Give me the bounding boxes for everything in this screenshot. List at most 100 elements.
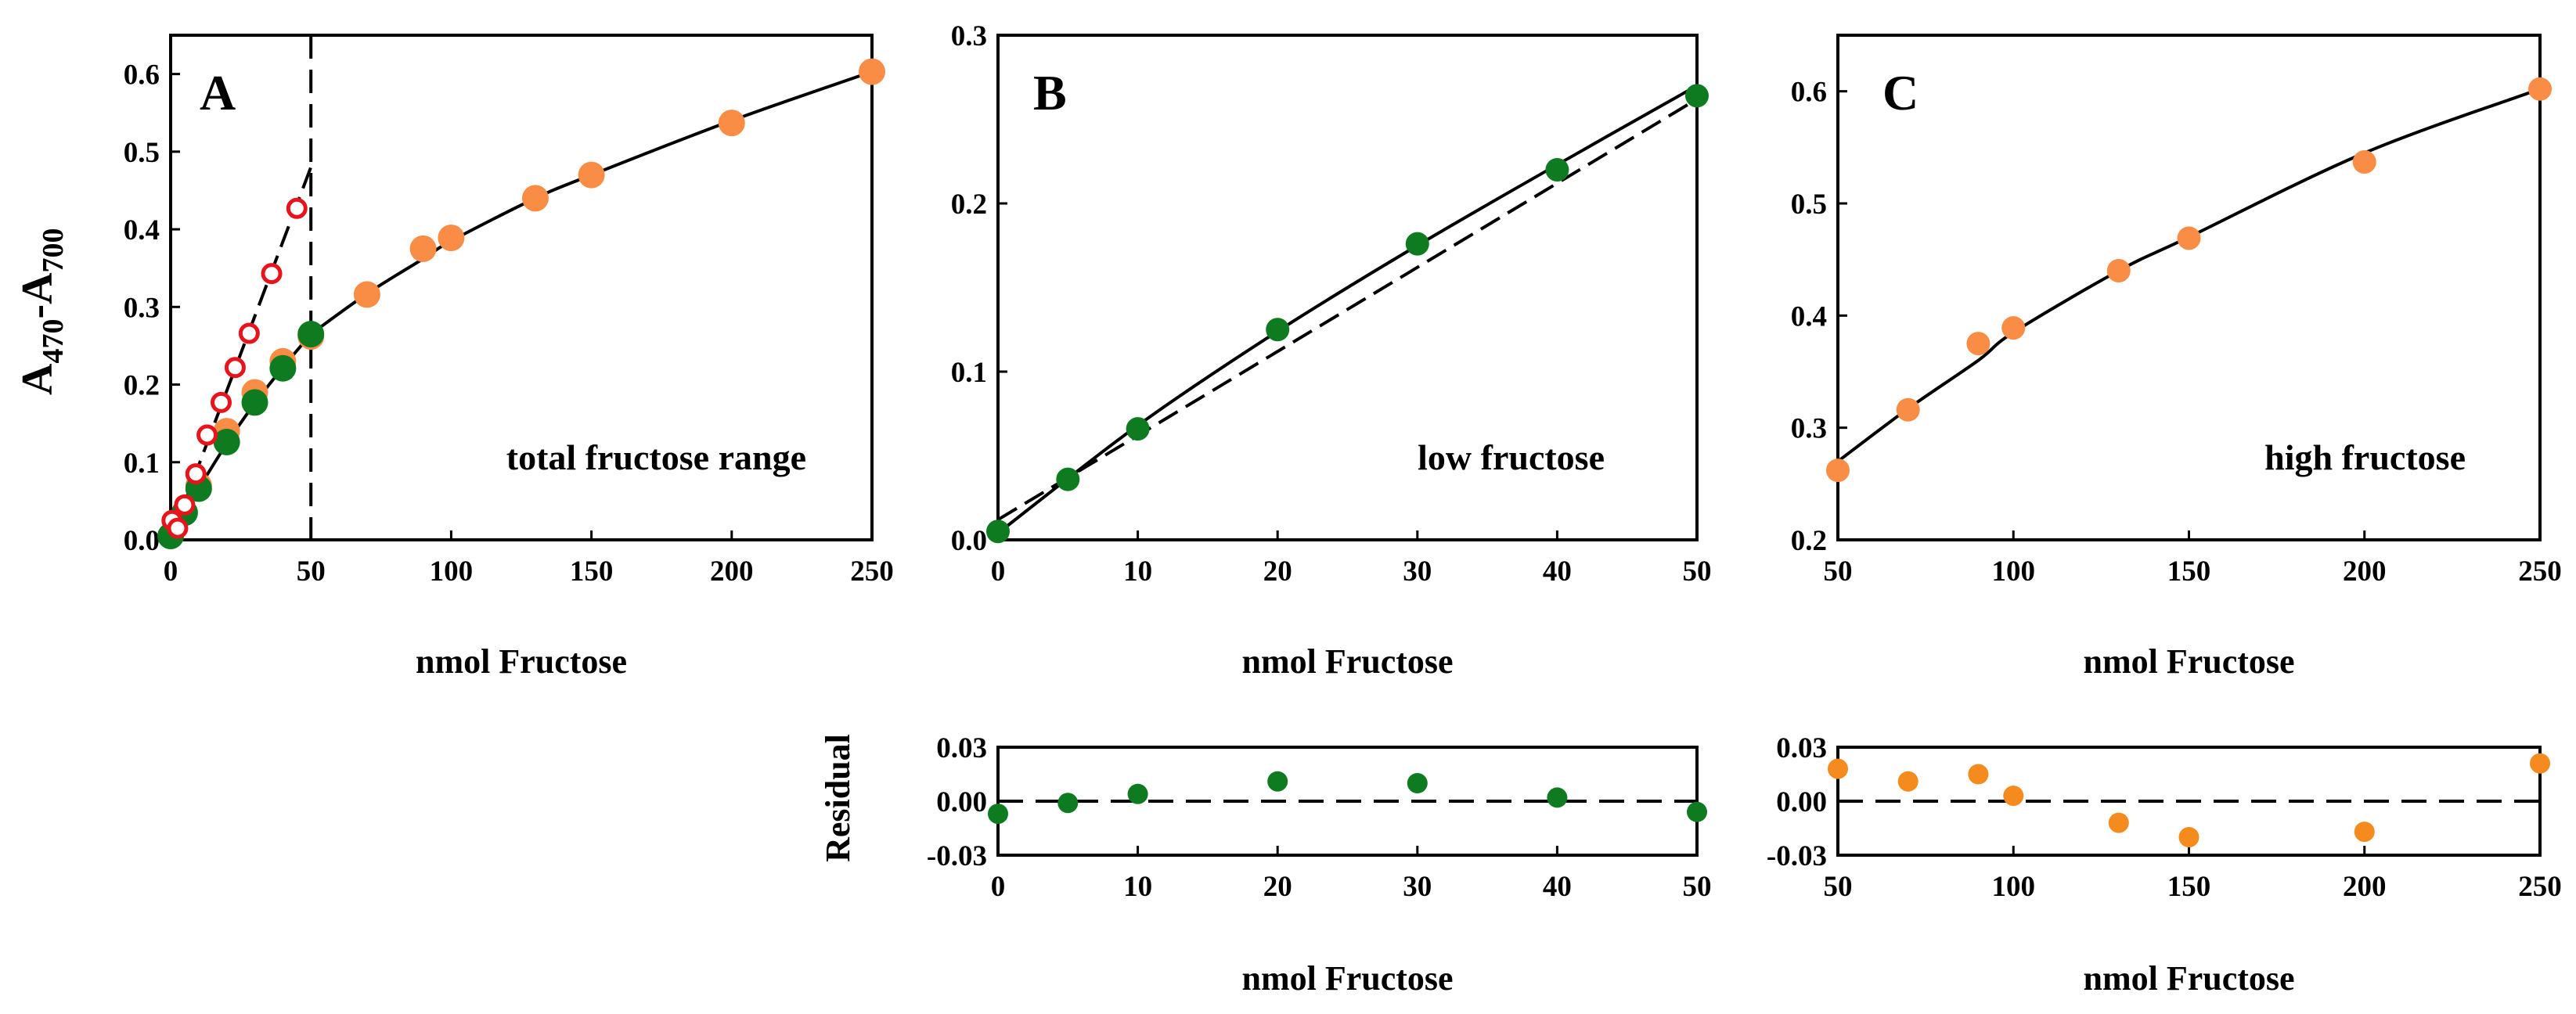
panel-letter: C xyxy=(1882,65,1918,120)
plot-frame xyxy=(996,34,1699,541)
data-point xyxy=(2530,753,2550,774)
y-tick-label: 0.5 xyxy=(124,137,160,169)
y-tick-label: 0.6 xyxy=(124,59,160,92)
x-tick-label: 20 xyxy=(1263,871,1292,903)
data-point-open xyxy=(174,494,196,516)
x-tick-label: 100 xyxy=(430,556,474,588)
data-point-open xyxy=(224,357,246,379)
x-tick-label: 50 xyxy=(1824,871,1853,903)
range-annotation: high fructose xyxy=(2264,437,2466,477)
data-point xyxy=(1126,417,1150,441)
data-point xyxy=(1896,397,1920,422)
data-point-open xyxy=(196,424,218,446)
fit-curve xyxy=(1836,87,2541,463)
data-point xyxy=(2528,77,2552,101)
y-tick-label: 0.03 xyxy=(1776,732,1827,764)
x-tick-label: 200 xyxy=(2343,871,2387,903)
data-point xyxy=(1826,458,1850,483)
x-tick-label: 30 xyxy=(1403,871,1432,903)
data-point xyxy=(521,185,549,212)
y-tick-label: 0.6 xyxy=(1791,77,1827,109)
data-point xyxy=(353,281,380,308)
fit-curve xyxy=(996,84,1698,534)
x-tick-label: 250 xyxy=(850,556,894,588)
data-point xyxy=(988,804,1008,825)
x-tick-label: 10 xyxy=(1123,556,1152,588)
residual-axis-label: Residual xyxy=(819,734,857,862)
y-tick-label: 0.3 xyxy=(951,20,987,52)
x-tick-label: 150 xyxy=(2167,556,2211,588)
x-tick-label: 100 xyxy=(1992,871,2036,903)
data-point xyxy=(1897,771,1918,792)
data-point-open xyxy=(261,263,283,285)
y-tick-label: 0.00 xyxy=(936,786,987,818)
data-point xyxy=(1405,232,1429,256)
data-point-open xyxy=(211,391,232,413)
data-point xyxy=(1545,158,1569,182)
range-annotation: low fructose xyxy=(1418,437,1605,477)
panel-c-residual: 50 100 150 200 250 0.03 0.00 -0.03 nmol Fructose xyxy=(1767,732,2562,998)
x-tick-label: 100 xyxy=(1992,556,2036,588)
panel-b-residual: 0 10 20 30 40 50 -0.03 0.00 0.03 nmol Fructose xyxy=(927,732,1712,998)
x-tick-label: 20 xyxy=(1263,556,1292,588)
panel-c: 50 100 150 200 250 0.2 0.3 0.4 0.5 0.6 nmol Fructo… xyxy=(1791,34,2562,681)
data-point xyxy=(1266,318,1290,342)
y-tick-label: -0.03 xyxy=(927,840,987,872)
y-tick-label: 0.3 xyxy=(1791,413,1827,445)
data-point xyxy=(1687,801,1707,822)
x-tick-label: 50 xyxy=(1683,556,1712,588)
x-tick-label: 200 xyxy=(710,556,754,588)
data-point xyxy=(213,428,240,455)
x-tick-label: 50 xyxy=(1824,556,1853,588)
fit-curve xyxy=(310,70,873,336)
y-tick-label: 0.3 xyxy=(124,292,160,324)
data-point xyxy=(1828,758,1848,779)
y-tick-label: 0.5 xyxy=(1791,189,1827,221)
y-tick-label: 0.4 xyxy=(124,214,160,246)
y-tick-label: 0.1 xyxy=(124,448,160,480)
data-point xyxy=(1057,793,1079,814)
data-point xyxy=(2106,259,2131,282)
data-point xyxy=(1267,771,1288,792)
y-tick-label: -0.03 xyxy=(1767,840,1827,872)
x-tick-label: 150 xyxy=(570,556,614,588)
x-axis-label: nmol Fructose xyxy=(2083,642,2294,681)
x-axis-label: nmol Fructose xyxy=(2083,959,2294,998)
x-tick-label: 50 xyxy=(1683,871,1712,903)
data-point xyxy=(1407,773,1428,793)
data-point xyxy=(2352,149,2376,174)
panel-b: 0 10 20 30 40 50 0.0 0.1 0.2 0.3 nmol Fructose Blow… xyxy=(951,20,1712,681)
x-axis-label: nmol Fructose xyxy=(1241,642,1453,681)
data-point xyxy=(718,110,745,137)
data-point-open xyxy=(286,197,308,219)
x-tick-label: 40 xyxy=(1543,871,1572,903)
x-tick-label: 0 xyxy=(991,556,1006,588)
data-point xyxy=(1127,783,1148,804)
data-point xyxy=(578,161,605,189)
x-tick-label: 250 xyxy=(2518,556,2562,588)
panel-a: 0 50 100 150 200 250 0.0 0.1 0.2 0.3 0.4 0.5 0.6 nmol… xyxy=(124,34,894,681)
data-point xyxy=(2003,786,2024,807)
data-point xyxy=(241,389,268,416)
y-tick-label: 0.0 xyxy=(124,525,160,557)
data-point xyxy=(269,354,297,382)
y-tick-label: 0.00 xyxy=(1776,786,1827,818)
x-axis-label: nmol Fructose xyxy=(416,642,627,681)
data-point xyxy=(1547,787,1568,808)
x-axis-label: nmol Fructose xyxy=(1241,959,1453,998)
plot-frame xyxy=(169,34,874,541)
data-point xyxy=(1685,84,1709,108)
panel-letter: B xyxy=(1033,65,1067,120)
y-tick-label: 0.03 xyxy=(936,732,987,764)
data-point-open xyxy=(238,322,260,344)
x-tick-label: 40 xyxy=(1543,556,1572,588)
data-point xyxy=(297,321,325,348)
data-point xyxy=(1056,467,1080,491)
data-point xyxy=(2178,827,2200,847)
y-tick-label: 0.0 xyxy=(951,525,987,557)
x-tick-label: 0 xyxy=(164,556,178,588)
data-point xyxy=(2354,822,2375,843)
y-tick-label: 0.1 xyxy=(951,357,987,389)
x-tick-label: 200 xyxy=(2343,556,2387,588)
